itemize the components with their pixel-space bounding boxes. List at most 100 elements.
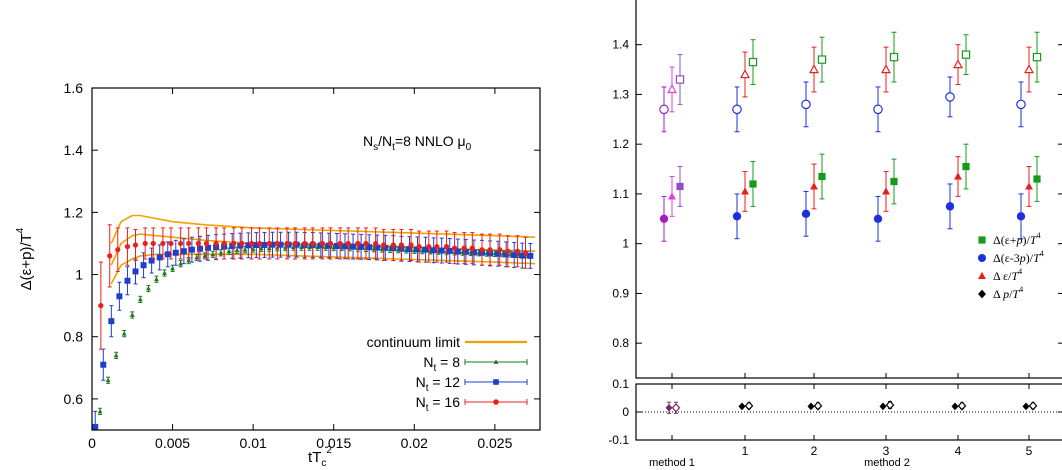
data-point-ep (675, 75, 685, 84)
data-point-dp-open (957, 401, 967, 411)
data-point (382, 244, 389, 251)
x-tick-label: 2 (811, 444, 818, 458)
data-point (261, 242, 268, 249)
data-point (446, 247, 453, 254)
data-point (237, 242, 244, 249)
data-point-de (667, 84, 677, 94)
data-point-ep (748, 57, 758, 67)
legend-marker-nt12 (493, 379, 499, 385)
data-point (113, 352, 119, 358)
left-chart: 0 0.005 0.01 0.015 0.02 0.025 0.6 0.8 1 1.2 1.4 1.6… (15, 80, 541, 469)
data-point-ep (889, 52, 899, 62)
data-point (479, 247, 485, 253)
legend-label-e3p: Δ(ε-3p)/T4 (993, 249, 1044, 265)
data-point (213, 240, 219, 247)
x-tick-label: 1 (742, 444, 749, 458)
data-point-dp-open (671, 403, 681, 413)
y-tick-label: 0.8 (64, 329, 84, 345)
data-point-dp-open (1028, 401, 1038, 411)
data-point (186, 240, 192, 247)
data-point-de (953, 59, 963, 69)
x-tick-label: 0.015 (316, 435, 351, 451)
data-point-e3p (1016, 99, 1026, 110)
x-tick-label: 4 (955, 444, 962, 458)
data-point-de (882, 187, 890, 195)
data-point (121, 331, 127, 336)
data-point (178, 240, 184, 247)
data-point-dp-open (744, 401, 754, 411)
legend-marker-e3p (978, 254, 986, 262)
data-point-de (668, 192, 676, 200)
data-point-ep (1033, 175, 1041, 183)
data-point-dp-open (813, 401, 823, 411)
data-point (350, 243, 357, 250)
annotation: Ns/Nt=8 NNLO μ0 (363, 133, 472, 153)
data-point (164, 251, 171, 258)
data-point (438, 247, 445, 254)
data-point-dp (879, 402, 887, 411)
data-point (186, 258, 192, 263)
data-point-de (954, 172, 962, 180)
data-point (374, 244, 381, 251)
data-point (454, 248, 461, 255)
series-nt16 (98, 224, 529, 350)
data-point (511, 251, 518, 258)
y-tick-label: 1 (75, 267, 83, 283)
data-point (107, 253, 113, 259)
data-point (487, 247, 493, 253)
data-point (115, 247, 121, 253)
x-tick-label: 0.005 (155, 435, 190, 451)
data-point (292, 240, 298, 247)
data-point (503, 251, 510, 258)
data-point (527, 252, 534, 259)
data-point (168, 240, 174, 247)
data-point (398, 242, 405, 248)
data-point (333, 242, 340, 249)
data-point (408, 242, 414, 248)
data-point (519, 252, 526, 259)
data-point (97, 408, 103, 414)
data-point (170, 265, 175, 271)
data-point-e3p (945, 92, 955, 102)
top-y-tick-label: 0.8 (612, 336, 629, 350)
data-point-dp (665, 403, 673, 412)
data-point (180, 248, 187, 255)
legend-label-nt16: Nt = 16 (416, 394, 461, 414)
data-point (430, 247, 437, 254)
data-point (245, 242, 252, 249)
data-point-e3p (801, 209, 811, 219)
data-point-e3p (732, 104, 742, 115)
data-point-dp (807, 402, 815, 411)
data-point (373, 240, 379, 247)
x-tick-label: 5 (1026, 444, 1033, 458)
data-point (231, 240, 237, 247)
data-point (470, 249, 477, 256)
data-point (100, 361, 107, 368)
y-tick-label: 1.6 (64, 80, 84, 96)
data-point (274, 240, 280, 247)
x-tick-label: 3 (883, 444, 890, 458)
data-point (284, 240, 290, 247)
data-point (325, 242, 332, 249)
data-point-e3p (945, 202, 955, 211)
data-point (205, 244, 212, 251)
bottom-y-tick-label: 0.1 (612, 377, 629, 391)
bottom-panel-data (665, 400, 1038, 414)
x-label-method1: method 1 (649, 457, 695, 469)
data-point-ep (749, 180, 757, 188)
data-point (142, 240, 148, 247)
data-point (226, 248, 232, 254)
data-point (355, 240, 361, 247)
top-panel-data (659, 31, 1042, 242)
left-frame (91, 87, 541, 431)
legend-label-nt8: Nt = 8 (423, 354, 460, 374)
data-point-de (1025, 182, 1033, 190)
data-point (196, 245, 203, 252)
top-y-tick-label: 1.4 (612, 38, 629, 52)
data-point (269, 241, 276, 248)
data-point (406, 246, 413, 253)
series-nt8 (97, 243, 530, 415)
top-y-tick-label: 1.3 (612, 87, 629, 101)
